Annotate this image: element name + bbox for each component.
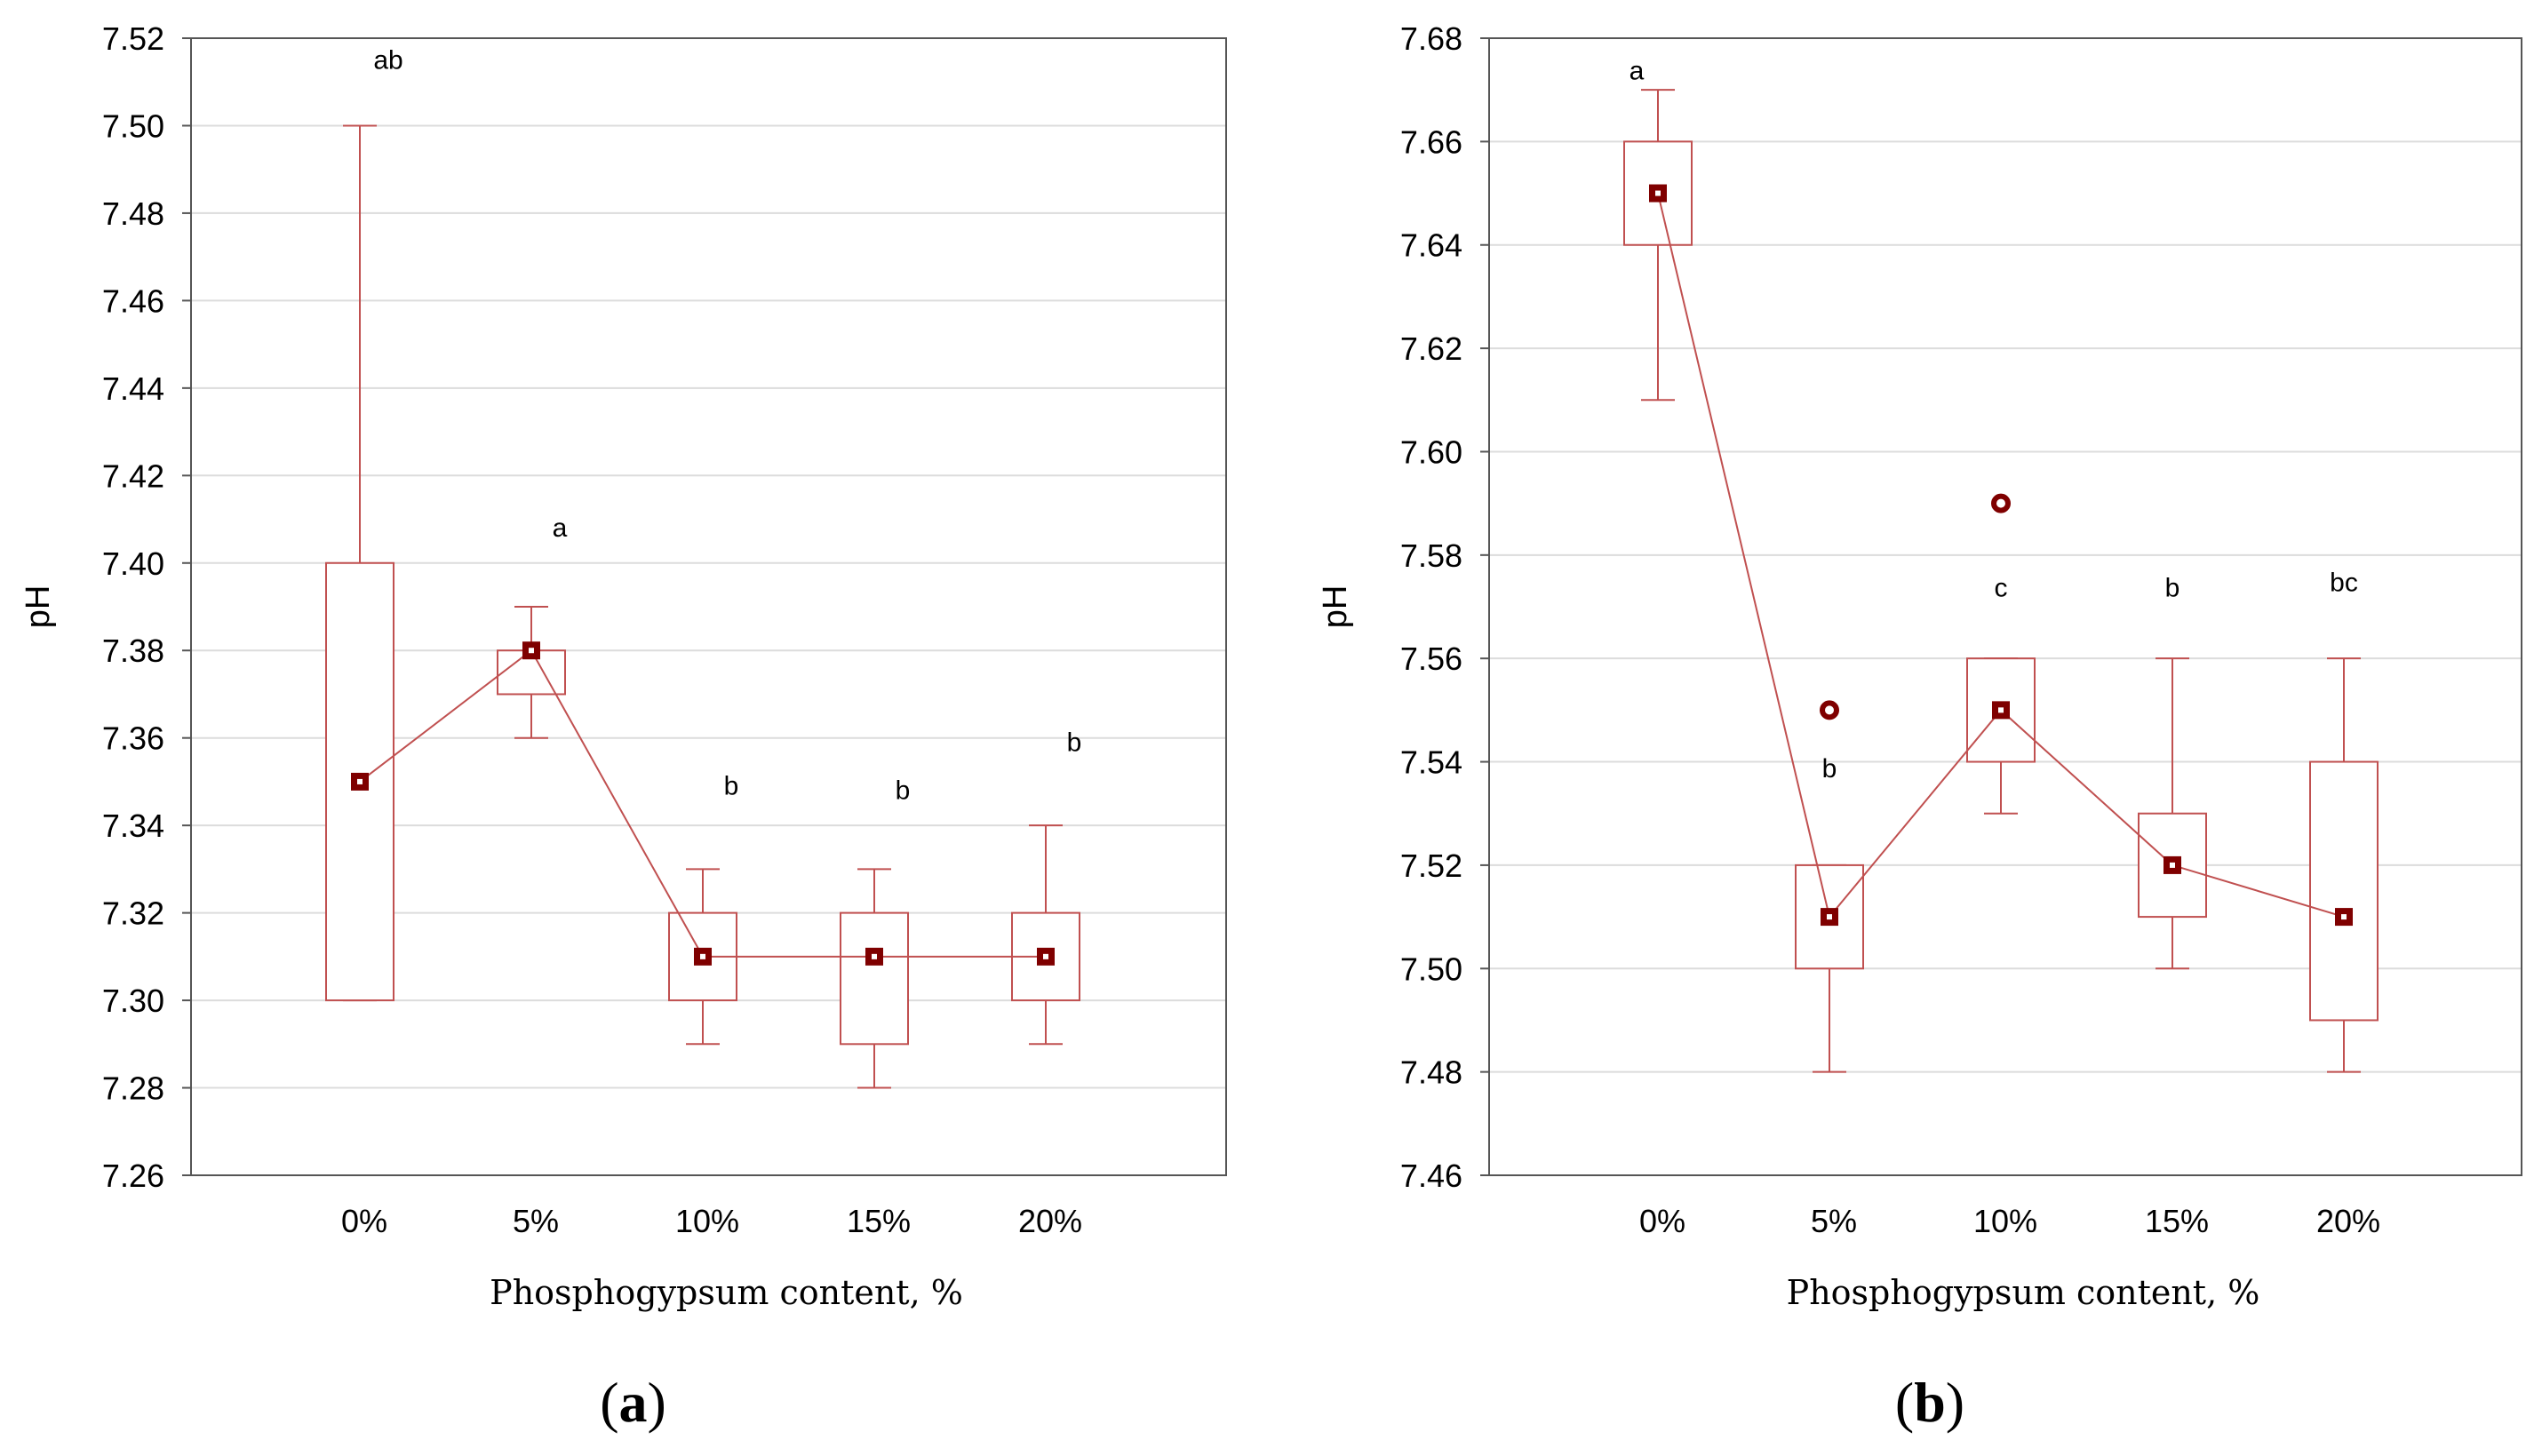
y-tick-label: 7.26 bbox=[102, 1158, 164, 1194]
y-tick-label: 7.50 bbox=[102, 107, 164, 144]
x-tick-label: 10% bbox=[675, 1203, 739, 1239]
x-tick-label: 5% bbox=[513, 1203, 559, 1239]
x-axis-title: Phosphogypsum content, % bbox=[1787, 1273, 2260, 1312]
y-tick-label: 7.68 bbox=[1400, 20, 1462, 57]
y-tick-label: 7.58 bbox=[1400, 537, 1462, 574]
median-marker-center bbox=[529, 648, 534, 654]
box bbox=[1623, 140, 1693, 246]
box bbox=[325, 561, 394, 1002]
x-tick-label: 20% bbox=[2316, 1203, 2380, 1239]
x-tick-label: 5% bbox=[1811, 1203, 1857, 1239]
x-axis-title: Phosphogypsum content, % bbox=[490, 1273, 963, 1312]
panel-label-open: ( bbox=[600, 1371, 618, 1434]
panel-b: 7.46 7.48 7.50 7.52 7.54 7.56 7.58 7.60 7.62 7.64… bbox=[1317, 20, 2522, 1434]
y-tick-label: 7.44 bbox=[102, 370, 164, 407]
panel-label-close: ) bbox=[1946, 1371, 1964, 1434]
significance-letter: bc bbox=[2330, 569, 2358, 598]
panel-label-open: ( bbox=[1895, 1371, 1914, 1434]
significance-letter: b bbox=[1067, 728, 1082, 757]
median-marker-center bbox=[2170, 862, 2175, 868]
y-tick-label: 7.42 bbox=[102, 457, 164, 494]
x-tick-label: 0% bbox=[341, 1203, 387, 1239]
box bbox=[2309, 760, 2379, 1022]
median-marker-center bbox=[1998, 707, 2004, 713]
significance-letter: a bbox=[553, 513, 568, 543]
panel-label: (b) bbox=[1895, 1371, 1964, 1434]
y-tick-label: 7.32 bbox=[102, 895, 164, 932]
y-tick-label: 7.52 bbox=[102, 20, 164, 57]
median-marker-center bbox=[872, 953, 877, 959]
plot-frame bbox=[190, 37, 1227, 1176]
y-tick-label: 7.28 bbox=[102, 1070, 164, 1107]
significance-letter: b bbox=[1822, 754, 1837, 784]
outlier-point bbox=[1991, 493, 2011, 513]
median-marker-center bbox=[2341, 914, 2347, 920]
significance-letter: c bbox=[1995, 573, 2008, 602]
panel-label: (a) bbox=[600, 1371, 666, 1434]
significance-letter: b bbox=[2165, 573, 2180, 602]
y-tick-label: 7.38 bbox=[102, 633, 164, 669]
y-tick-label: 7.56 bbox=[1400, 640, 1462, 677]
y-tick-label: 7.52 bbox=[1400, 847, 1462, 884]
x-tick-label: 0% bbox=[1639, 1203, 1685, 1239]
y-tick-label: 7.60 bbox=[1400, 434, 1462, 470]
y-tick-label: 7.66 bbox=[1400, 123, 1462, 160]
median-marker-center bbox=[1655, 190, 1661, 196]
y-tick-label: 7.34 bbox=[102, 808, 164, 844]
y-axis-title: pH bbox=[1317, 585, 1354, 629]
x-tick-label: 20% bbox=[1018, 1203, 1082, 1239]
significance-letter: a bbox=[1630, 57, 1645, 86]
y-tick-label: 7.40 bbox=[102, 545, 164, 582]
x-tick-label: 15% bbox=[2145, 1203, 2209, 1239]
panel-label-letter: a bbox=[619, 1371, 648, 1434]
outlier-point bbox=[1820, 700, 1839, 720]
x-tick-label: 15% bbox=[847, 1203, 911, 1239]
x-tick-label: 10% bbox=[1973, 1203, 2037, 1239]
significance-letter: ab bbox=[373, 45, 402, 75]
y-tick-label: 7.48 bbox=[102, 195, 164, 232]
panel-label-letter: b bbox=[1914, 1371, 1946, 1434]
y-tick-label: 7.30 bbox=[102, 983, 164, 1019]
y-tick-label: 7.36 bbox=[102, 720, 164, 757]
median-marker-center bbox=[700, 953, 705, 959]
box bbox=[840, 911, 909, 1046]
y-tick-label: 7.62 bbox=[1400, 330, 1462, 367]
median-marker-center bbox=[1827, 914, 1832, 920]
median-marker-center bbox=[1043, 953, 1048, 959]
median-marker-center bbox=[357, 778, 363, 784]
y-tick-label: 7.64 bbox=[1400, 227, 1462, 264]
panel-label-close: ) bbox=[648, 1371, 666, 1434]
y-tick-label: 7.46 bbox=[102, 282, 164, 319]
plot-frame bbox=[1488, 37, 2522, 1176]
y-tick-label: 7.48 bbox=[1400, 1054, 1462, 1091]
significance-letter: b bbox=[896, 776, 911, 806]
y-tick-label: 7.54 bbox=[1400, 744, 1462, 781]
panel-a: 7.26 7.28 7.30 7.32 7.34 7.36 7.38 7.40 7.42 7.44… bbox=[20, 20, 1227, 1434]
y-axis-title: pH bbox=[20, 585, 57, 629]
y-tick-label: 7.50 bbox=[1400, 951, 1462, 987]
significance-letter: b bbox=[724, 772, 739, 801]
y-tick-label: 7.46 bbox=[1400, 1158, 1462, 1194]
